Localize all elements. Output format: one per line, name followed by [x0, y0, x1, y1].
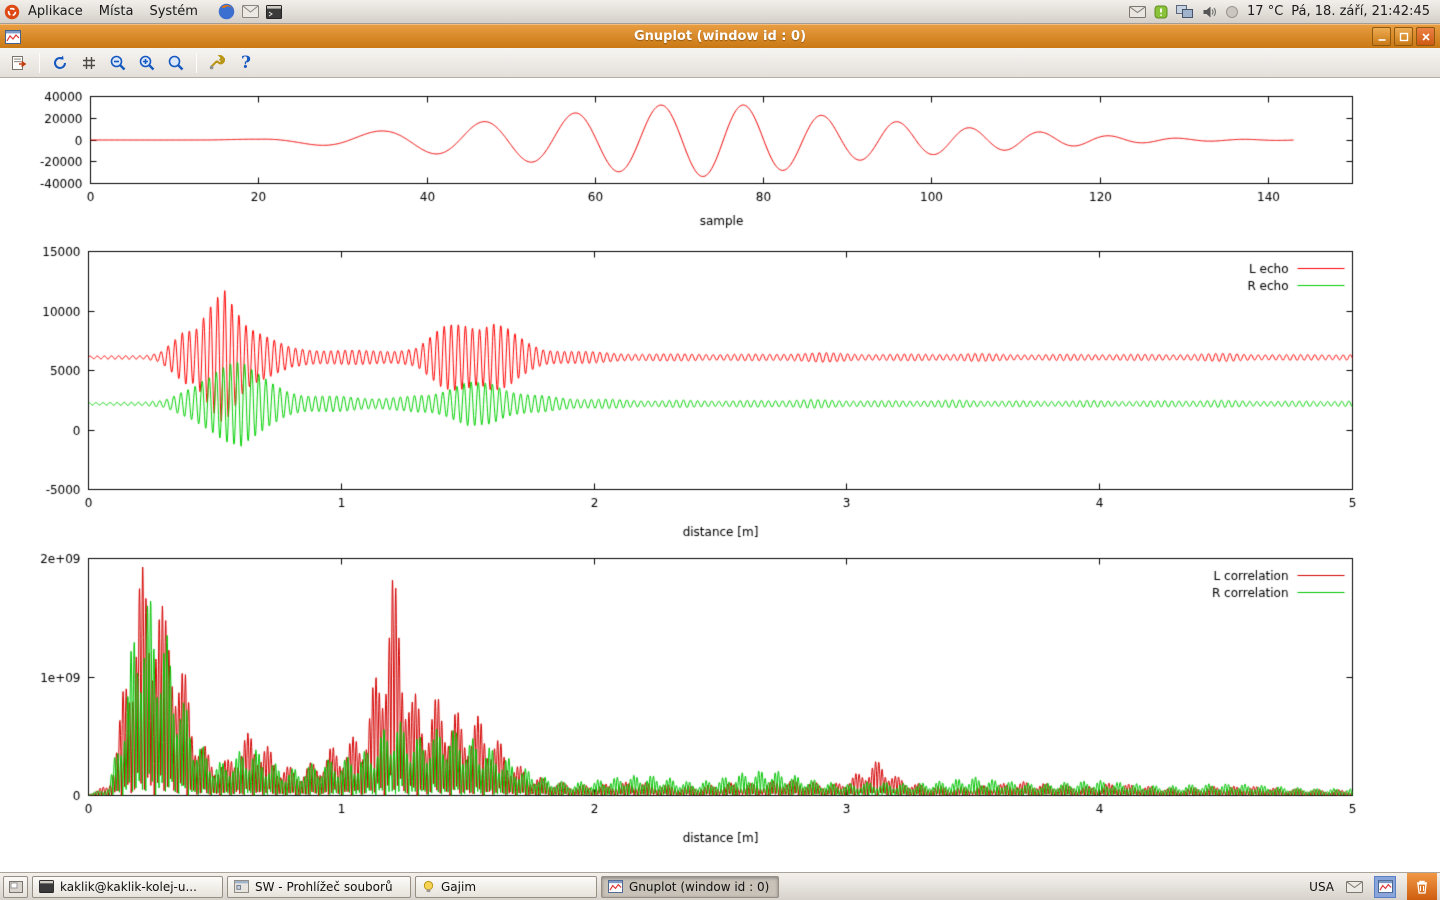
zoom-next-button[interactable] — [134, 51, 160, 75]
gnuplot-titlebar[interactable]: Gnuplot (window id : 0) — [0, 24, 1440, 48]
toolbar-separator — [39, 52, 40, 73]
volume-icon[interactable] — [1202, 5, 1217, 19]
zoom-previous-button[interactable] — [105, 51, 131, 75]
network-monitor-icon[interactable] — [1176, 4, 1194, 19]
maximize-button[interactable] — [1394, 27, 1413, 46]
menu-mista[interactable]: Místa — [91, 2, 142, 21]
window-controls — [1372, 27, 1435, 46]
firefox-launcher-icon[interactable] — [218, 3, 235, 20]
panel-launchers — [218, 3, 282, 20]
configure-button[interactable] — [204, 51, 230, 75]
taskbar-window-terminal[interactable]: kaklik@kaklik-kolej-u... — [32, 875, 223, 898]
help-icon: ? — [241, 52, 251, 73]
autoscale-button[interactable] — [163, 51, 189, 75]
taskbar-tray: USA — [1309, 873, 1437, 900]
gnuplot-toolbar: ? — [0, 48, 1440, 78]
clock-label[interactable]: Pá, 18. září, 21:42:45 — [1291, 4, 1430, 19]
minimize-button[interactable] — [1372, 27, 1391, 46]
taskbar-window-label: Gajim — [441, 879, 477, 894]
taskbar-window-file-manager[interactable]: SW - Prohlížeč souborů — [227, 875, 411, 898]
menu-aplikace-label: Aplikace — [28, 4, 83, 19]
terminal-launcher-icon[interactable] — [265, 4, 282, 19]
taskbar-window-label: kaklik@kaklik-kolej-u... — [60, 879, 197, 894]
window-title: Gnuplot (window id : 0) — [633, 29, 807, 44]
show-desktop-button[interactable] — [3, 875, 28, 898]
replot-button[interactable] — [47, 51, 73, 75]
mail-notification-icon[interactable] — [1129, 5, 1147, 18]
update-notifier-icon[interactable] — [1154, 5, 1168, 19]
toolbar-separator — [196, 52, 197, 73]
taskbar-window-label: SW - Prohlížeč souborů — [255, 879, 393, 894]
menu-mista-label: Místa — [98, 4, 134, 19]
gnuplot-window-icon[interactable] — [5, 29, 21, 44]
trash-applet-button[interactable] — [1407, 873, 1437, 900]
tray-mail-icon[interactable] — [1343, 876, 1365, 898]
tray-gnuplot-icon[interactable] — [1374, 875, 1396, 898]
keyboard-layout-indicator[interactable]: USA — [1309, 879, 1334, 894]
toggle-grid-button[interactable] — [76, 51, 102, 75]
taskbar-window-gajim[interactable]: Gajim — [415, 875, 597, 898]
gnuplot-plot-area — [0, 78, 1440, 872]
weather-icon[interactable] — [1225, 5, 1239, 19]
taskbar-window-label: Gnuplot (window id : 0) — [629, 879, 770, 894]
taskbar-window-gnuplot[interactable]: Gnuplot (window id : 0) — [601, 875, 779, 898]
help-button[interactable]: ? — [233, 51, 259, 75]
temperature-label[interactable]: 17 °C — [1247, 4, 1284, 19]
menu-aplikace[interactable]: Aplikace — [20, 2, 91, 21]
menu-system-label: Systém — [149, 4, 198, 19]
ubuntu-logo-icon[interactable] — [4, 4, 20, 20]
close-button[interactable] — [1416, 27, 1435, 46]
panel-status-area: 17 °C Pá, 18. září, 21:42:45 — [1129, 4, 1436, 19]
copy-to-clipboard-button[interactable] — [6, 51, 32, 75]
gnuplot-plot-canvas[interactable] — [0, 78, 1440, 872]
bottom-taskbar: kaklik@kaklik-kolej-u... SW - Prohlížeč … — [0, 872, 1440, 900]
top-panel: Aplikace Místa Systém 17 °C — [0, 0, 1440, 24]
menu-system[interactable]: Systém — [141, 2, 205, 21]
email-launcher-icon[interactable] — [241, 5, 259, 18]
